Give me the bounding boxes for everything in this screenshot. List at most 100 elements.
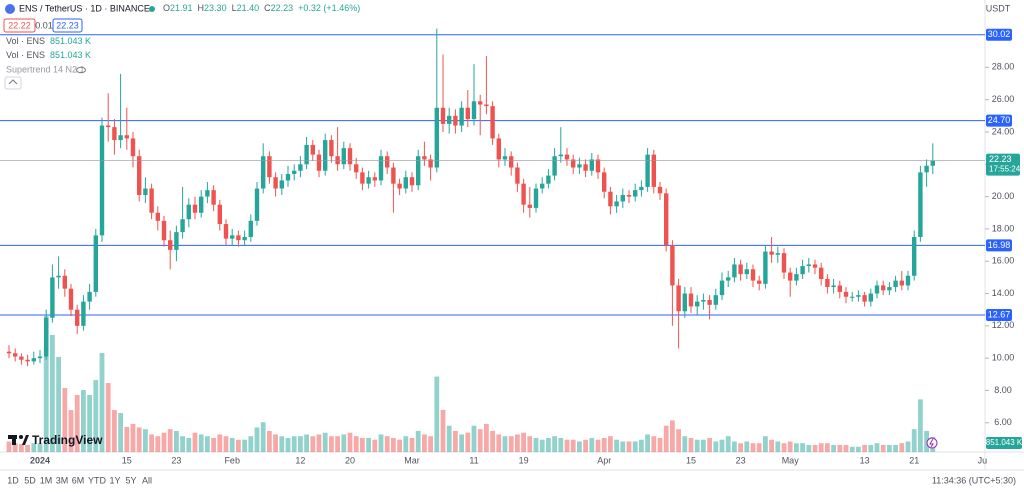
ask-price[interactable]: 22.23 [56, 20, 79, 30]
range-button[interactable]: 1M [40, 475, 53, 485]
volume-bar [657, 437, 663, 452]
clock[interactable]: 11:34:36 (UTC+5:30) [932, 475, 1016, 485]
bid-price[interactable]: 22.22 [8, 20, 31, 30]
volume-bar [335, 436, 340, 452]
volume-bar [353, 436, 359, 452]
candle-body [484, 104, 489, 107]
volume-bar [843, 444, 849, 452]
indicator-label[interactable]: Supertrend 14 N2 1 [6, 64, 85, 74]
candle-body [812, 264, 818, 268]
indicator-label[interactable]: Vol · ENS 851.043 K [6, 50, 91, 60]
x-tick-label: 15 [686, 455, 696, 465]
candle-body [292, 170, 297, 174]
volume-bar [248, 436, 254, 452]
volume-bar [676, 429, 681, 452]
volume-bar [366, 437, 371, 452]
volume-bar [453, 430, 458, 452]
logo-part [22, 435, 29, 445]
countdown: 17:55:24 [989, 165, 1021, 174]
candle-body [422, 156, 427, 160]
level-label: 12.67 [988, 309, 1011, 319]
collapse-button[interactable] [4, 76, 22, 90]
range-button[interactable]: YTD [88, 475, 107, 485]
volume-bar [663, 425, 669, 452]
candle-body [217, 204, 222, 225]
candle-body [62, 275, 67, 289]
candle-body [192, 204, 198, 213]
volume-bar [254, 427, 260, 452]
volume-bar [880, 444, 886, 452]
volume-bar [471, 425, 477, 452]
ask-box[interactable] [52, 18, 83, 33]
volume-bar [409, 437, 415, 452]
volume-bar [502, 436, 508, 452]
range-button[interactable]: 1D [7, 475, 19, 485]
currency-label[interactable]: USDT [986, 3, 1011, 13]
volume-bar [62, 387, 68, 452]
y-tick-label: 12.00 [992, 320, 1015, 330]
volume-bar [229, 437, 235, 452]
candle-body [366, 177, 371, 184]
volume-bar [490, 430, 495, 452]
volume-bar [620, 441, 626, 452]
candle-body [385, 156, 390, 168]
range-button[interactable]: All [142, 475, 152, 485]
visibility-icon[interactable] [76, 66, 86, 74]
candle-body [354, 164, 359, 173]
level-label-box [986, 114, 1012, 127]
x-tick-label: Mar [404, 455, 420, 465]
candle-body [310, 144, 315, 155]
volume-bar [837, 444, 843, 452]
volume-bar [242, 439, 247, 452]
volume-bar [223, 436, 229, 452]
candle-body [564, 154, 570, 160]
range-button[interactable]: 1Y [109, 475, 120, 485]
candle-body [527, 204, 532, 208]
range-button[interactable]: 5D [24, 475, 36, 485]
volume-bar [112, 410, 117, 452]
volume-bar [744, 441, 750, 452]
volume-bar [298, 436, 303, 452]
volume-bar [477, 429, 483, 452]
volume-bar [118, 413, 123, 452]
candle-body [130, 138, 136, 157]
volume-bar [558, 437, 564, 452]
volume-bar [87, 394, 92, 452]
volume-bar [484, 423, 489, 452]
x-tick-label: Apr [597, 455, 611, 465]
range-button[interactable]: 3M [56, 475, 69, 485]
candle-body [874, 285, 880, 294]
x-tick-label: 13 [860, 455, 870, 465]
volume-bar [775, 441, 781, 452]
volume-bar [310, 436, 316, 452]
volume-bar [93, 380, 99, 452]
watermark-logo [8, 435, 29, 445]
volume-bar [589, 437, 595, 452]
volume-bar [899, 443, 905, 452]
volume-bar [539, 439, 545, 452]
candle-body [378, 156, 384, 181]
last-price-label: 22.23 [989, 154, 1012, 164]
volume-bar [130, 423, 136, 452]
indicator-value: 851.043 K [50, 50, 91, 60]
bid-box[interactable] [3, 18, 36, 33]
volume-bar [155, 436, 161, 452]
level-label: 16.98 [988, 240, 1011, 250]
candle-body [688, 293, 694, 307]
last-price-box [986, 153, 1020, 176]
candle-body [118, 135, 123, 141]
range-button[interactable]: 5Y [125, 475, 136, 485]
x-tick-label: 23 [171, 455, 181, 465]
volume-bar [806, 444, 812, 452]
indicator-label[interactable]: Vol · ENS 851.043 K [6, 36, 91, 46]
symbol-title[interactable]: ENS / TetherUS · 1D · BINANCE [19, 3, 150, 13]
volume-bar [136, 427, 142, 452]
candle-body [775, 253, 780, 255]
alert-icon[interactable] [926, 437, 938, 449]
volume-bar [217, 434, 223, 452]
candle-body [31, 358, 36, 362]
candle-body [112, 127, 117, 141]
candle-body [633, 190, 638, 197]
range-button[interactable]: 6M [72, 475, 85, 485]
